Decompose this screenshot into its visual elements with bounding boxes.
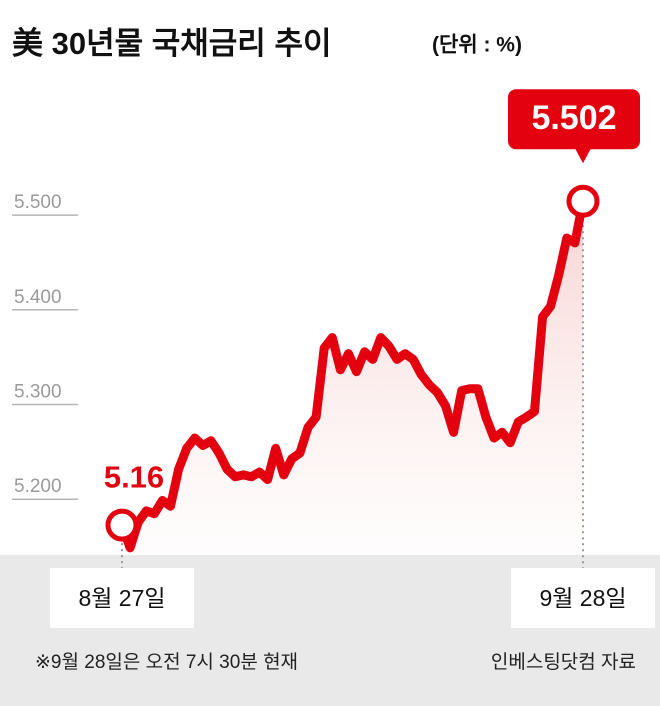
source: 인베스팅닷컴 자료 [491, 651, 636, 673]
end-label-pointer [575, 148, 591, 164]
line [117, 196, 588, 553]
start-point [105, 508, 139, 542]
y-tick-label: 5.500 [14, 192, 62, 213]
area [122, 201, 583, 554]
x-tick-label: 8월 27일 [78, 585, 165, 611]
y-tick-label: 5.300 [14, 382, 62, 403]
chart-subtitle: (단위 : %) [432, 34, 522, 57]
end-label-box [508, 89, 640, 150]
date-box [50, 568, 194, 628]
end-point [566, 184, 600, 218]
x-tick-label: 9월 28일 [539, 585, 626, 611]
end-label: 5.502 [531, 99, 616, 137]
y-tick-label: 5.400 [14, 287, 62, 308]
note: ※9월 28일은 오전 7시 30분 현재 [35, 651, 298, 673]
y-tick-label: 5.200 [14, 476, 62, 497]
date-box [511, 568, 655, 628]
chart-title: 美 30년물 국채금리 추이 [12, 26, 331, 61]
start-label: 5.16 [104, 459, 164, 494]
